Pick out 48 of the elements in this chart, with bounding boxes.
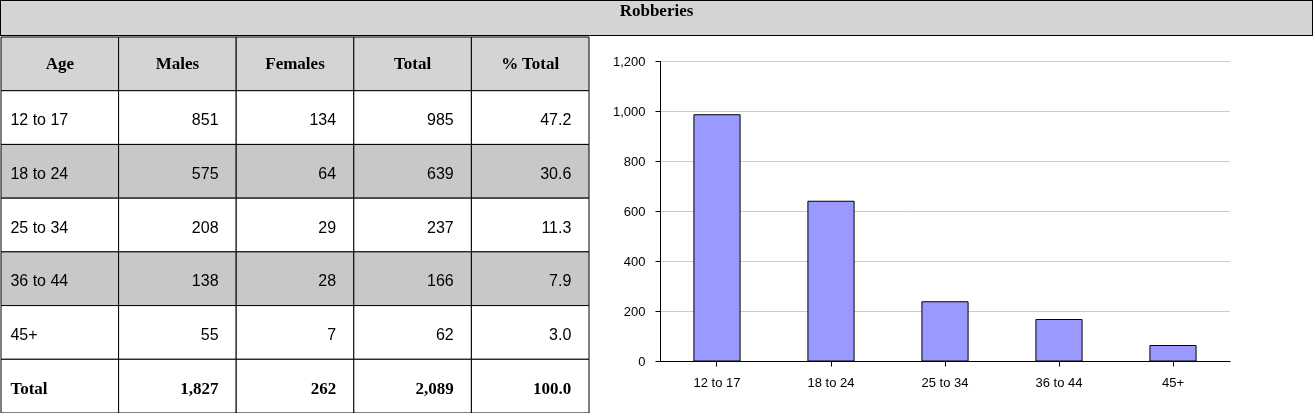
category-label: 18 to 24 bbox=[10, 164, 69, 182]
data-label: 237 bbox=[427, 218, 454, 236]
y-tick-label: 1,000 bbox=[612, 103, 646, 119]
data-label: 55 bbox=[200, 326, 219, 344]
x-tick-label: 25 to 34 bbox=[921, 374, 969, 390]
x-tick-label: 12 to 17 bbox=[693, 374, 741, 390]
data-label: 851 bbox=[191, 111, 219, 129]
data-label: 134 bbox=[309, 111, 337, 129]
data-label: 3.0 bbox=[549, 326, 572, 344]
category-label: 45+ bbox=[10, 326, 38, 344]
x-tick-label: 45+ bbox=[1161, 374, 1185, 390]
data-label: 262 bbox=[310, 378, 337, 398]
data-label: 7.9 bbox=[549, 272, 572, 290]
data-label: 138 bbox=[191, 272, 219, 290]
category-label: 12 to 17 bbox=[10, 111, 69, 129]
data-label: 28 bbox=[318, 272, 337, 290]
data-label: 639 bbox=[427, 164, 454, 182]
series-label: Total bbox=[394, 53, 432, 73]
category-label: 36 to 44 bbox=[10, 272, 69, 290]
data-label: 575 bbox=[191, 164, 219, 182]
y-tick-label: 0 bbox=[638, 353, 646, 369]
x-tick-label: 18 to 24 bbox=[807, 374, 855, 390]
y-tick-label: 1,200 bbox=[612, 53, 646, 69]
data-label: 1,827 bbox=[180, 378, 220, 398]
y-tick-label: 200 bbox=[623, 303, 646, 319]
data-label: 166 bbox=[427, 272, 454, 290]
data-label: 2,089 bbox=[415, 378, 454, 398]
text: Age bbox=[45, 53, 75, 73]
data-label: 64 bbox=[318, 164, 337, 182]
data-label: 47.2 bbox=[540, 111, 572, 129]
data-label: 62 bbox=[435, 326, 454, 344]
data-label: 208 bbox=[191, 218, 219, 236]
data-label: 29 bbox=[318, 218, 337, 236]
data-label: 100.0 bbox=[533, 378, 572, 398]
series-label: Females bbox=[265, 53, 326, 73]
series-label: Males bbox=[155, 53, 200, 73]
data-label: 985 bbox=[427, 111, 454, 129]
y-tick-label: 800 bbox=[623, 153, 646, 169]
text: Robberies bbox=[0, 0, 1313, 36]
category-label: 25 to 34 bbox=[10, 218, 69, 236]
y-tick-label: 600 bbox=[623, 203, 646, 219]
data-label: 7 bbox=[327, 326, 337, 344]
x-tick-label: 36 to 44 bbox=[1035, 374, 1083, 390]
data-label: 30.6 bbox=[540, 164, 572, 182]
category-label: Total bbox=[10, 378, 48, 398]
data-label: 11.3 bbox=[541, 218, 572, 236]
series-label: % Total bbox=[501, 53, 560, 73]
y-tick-label: 400 bbox=[623, 253, 646, 269]
